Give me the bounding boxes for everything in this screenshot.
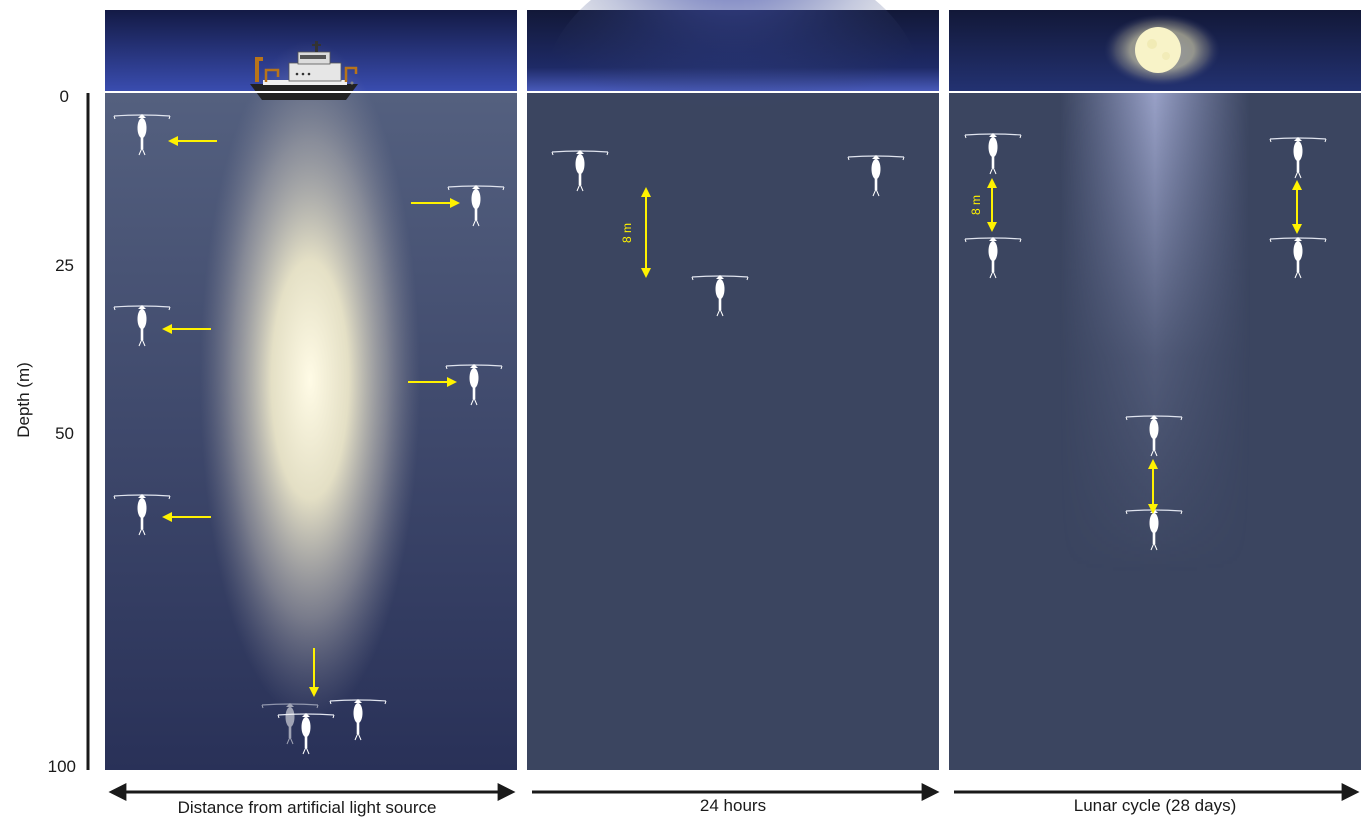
panel-artificial-light bbox=[105, 2, 517, 770]
daylight-glow bbox=[543, 0, 923, 233]
depth-axis: 0 25 50 100 Depth (m) bbox=[14, 87, 90, 776]
depth-tick-100: 100 bbox=[48, 757, 76, 776]
panel-diel-cycle: 8 m bbox=[527, 0, 939, 770]
depth-axis-label: Depth (m) bbox=[14, 362, 33, 438]
scale-label-8m: 8 m bbox=[969, 195, 983, 215]
depth-tick-25: 25 bbox=[55, 256, 74, 275]
moonlight-beam bbox=[1060, 93, 1250, 573]
depth-tick-50: 50 bbox=[55, 424, 74, 443]
moon-icon bbox=[1104, 14, 1220, 86]
light-beam bbox=[200, 40, 420, 720]
range-arrows-3 bbox=[987, 178, 1302, 514]
depth-tick-0: 0 bbox=[60, 87, 69, 106]
caption-arrows: Distance from artificial light source 24… bbox=[108, 783, 1360, 817]
caption-distance: Distance from artificial light source bbox=[178, 798, 437, 817]
panel-lunar-cycle: 8 m bbox=[949, 10, 1361, 770]
caption-24-hours: 24 hours bbox=[700, 796, 766, 815]
caption-lunar-cycle: Lunar cycle (28 days) bbox=[1074, 796, 1237, 815]
movement-arrows-1 bbox=[162, 136, 460, 697]
scale-label-8m: 8 m bbox=[620, 223, 634, 243]
